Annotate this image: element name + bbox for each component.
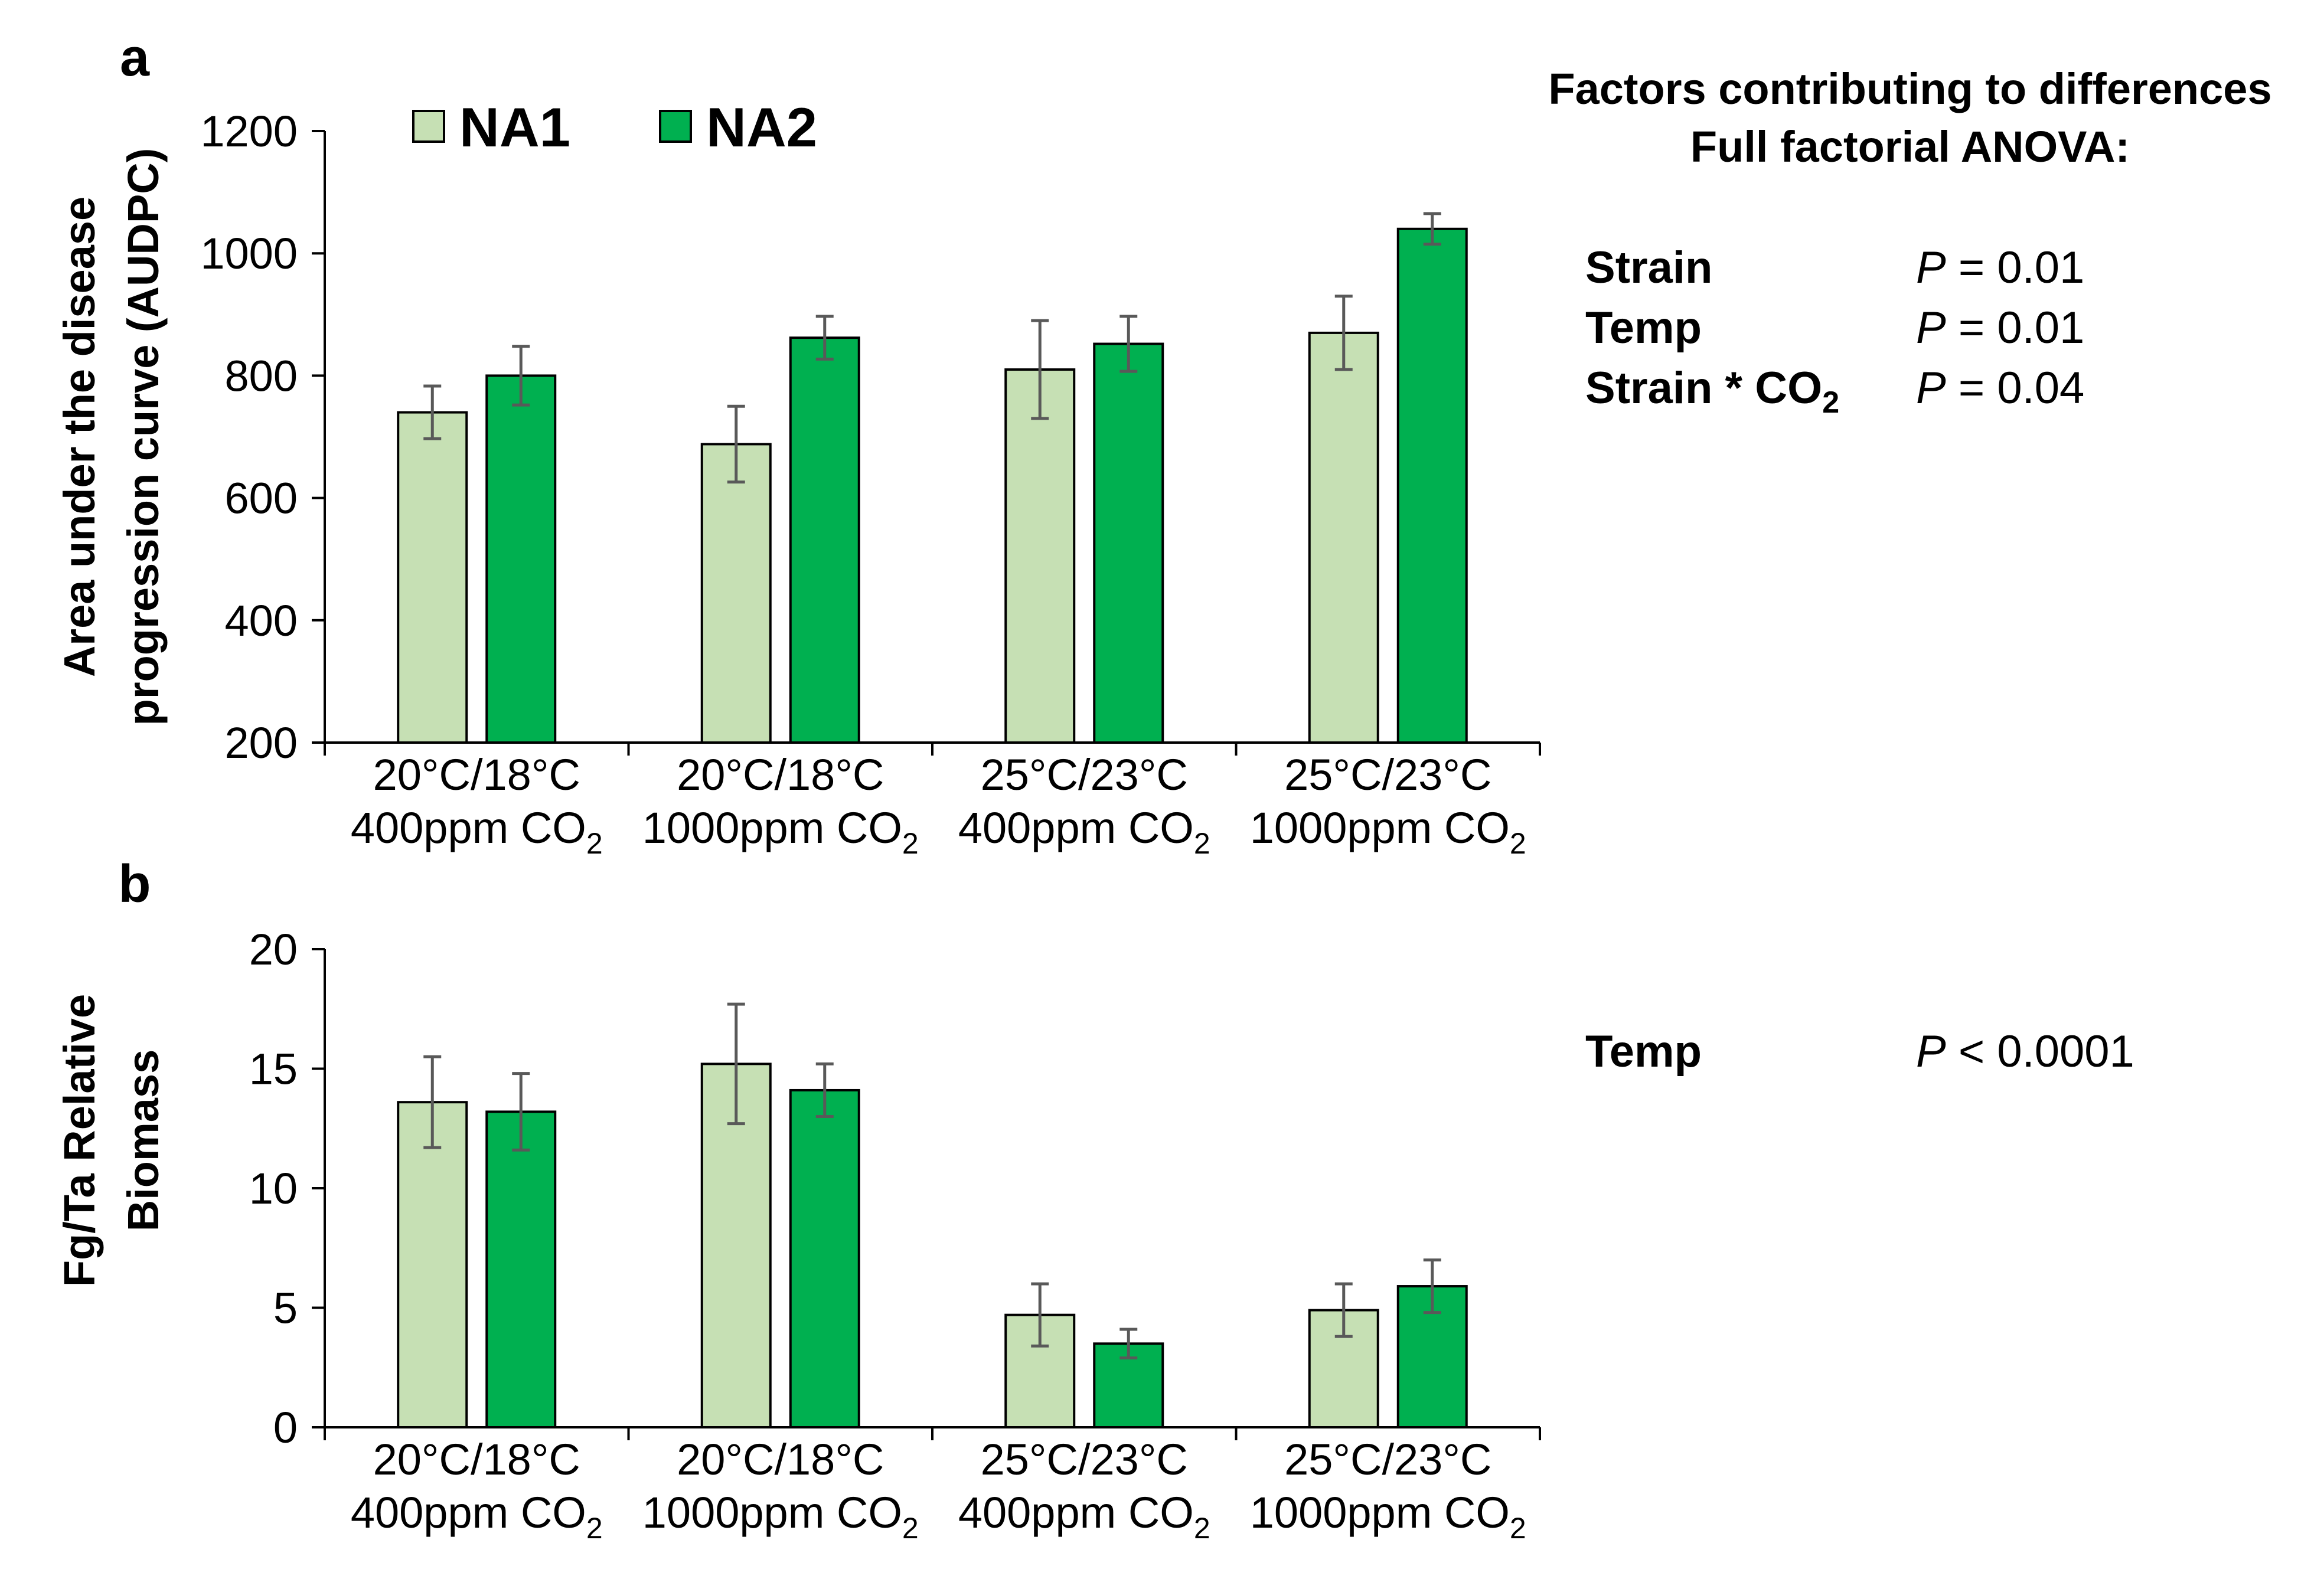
x-category-label-line1: 25°C/23°C: [981, 750, 1188, 799]
x-category-label-line1: 25°C/23°C: [1284, 750, 1491, 799]
anova-p-value: P < 0.0001: [1916, 1026, 2134, 1077]
y-tick-label: 15: [249, 1045, 298, 1094]
y-tick-label: 0: [273, 1403, 298, 1452]
x-category-label-line2: 400ppm CO2: [958, 803, 1210, 860]
anova-title-line1: Factors contributing to differences: [1548, 64, 2272, 113]
y-tick-label: 400: [225, 596, 298, 645]
anova-factor-label: Strain * CO2: [1585, 363, 1840, 420]
y-tick-label: 5: [273, 1284, 298, 1333]
bar-na1: [1308, 331, 1379, 744]
y-axis-label-line: Biomass: [119, 1050, 168, 1231]
y-tick-label: 600: [225, 474, 298, 523]
panel-label-b: b: [119, 855, 151, 914]
anova-p-value: P = 0.04: [1916, 363, 2085, 413]
x-category-label-line2: 1000ppm CO2: [1250, 1488, 1526, 1545]
y-axis-label-line: Area under the disease: [55, 197, 104, 677]
bar-na1: [397, 1101, 468, 1428]
y-axis-label-line: Fg/Ta Relative: [55, 994, 104, 1287]
legend-swatch-na2: [659, 110, 692, 143]
bar-na2: [1396, 227, 1468, 744]
y-tick-label: 1000: [200, 229, 298, 278]
x-category-label-line1: 20°C/18°C: [677, 750, 884, 799]
legend-swatch-na1: [412, 110, 445, 143]
x-category-label-line2: 400ppm CO2: [351, 803, 603, 860]
x-category-label-line1: 25°C/23°C: [1284, 1435, 1491, 1484]
x-category-label-line2: 400ppm CO2: [351, 1488, 603, 1545]
y-tick-label: 10: [249, 1164, 298, 1213]
y-tick-label: 20: [249, 925, 298, 974]
bar-na2: [485, 374, 557, 744]
y-tick-label: 800: [225, 351, 298, 400]
y-tick-label: 200: [225, 718, 298, 767]
legend-label-na1: NA1: [459, 96, 570, 158]
x-category-label-line2: 1000ppm CO2: [642, 803, 919, 860]
bar-na2: [789, 336, 860, 744]
bar-na2: [485, 1110, 557, 1428]
anova-factor-label: Temp: [1585, 1026, 1702, 1077]
anova-p-value: P = 0.01: [1916, 303, 2085, 353]
bar-na2: [1093, 342, 1164, 744]
bar-na1: [1004, 368, 1076, 744]
x-category-label-line2: 1000ppm CO2: [1250, 803, 1526, 860]
anova-title-line2: Full factorial ANOVA:: [1690, 122, 2130, 171]
y-axis-label-line: progression curve (AUDPC): [119, 148, 168, 726]
bar-na2: [789, 1088, 860, 1428]
x-category-label-line1: 20°C/18°C: [677, 1435, 884, 1484]
bar-na1: [700, 1063, 772, 1428]
anova-p-value: P = 0.01: [1916, 243, 2085, 293]
bar-na1: [700, 443, 772, 744]
bar-na1: [397, 411, 468, 744]
legend-label-na2: NA2: [706, 96, 817, 158]
x-category-label-line1: 25°C/23°C: [981, 1435, 1188, 1484]
x-category-label-line1: 20°C/18°C: [373, 750, 580, 799]
y-tick-label: 1200: [200, 107, 298, 156]
anova-factor-label: Temp: [1585, 303, 1702, 353]
x-category-label-line1: 20°C/18°C: [373, 1435, 580, 1484]
panel-label-a: a: [120, 28, 150, 87]
x-category-label-line2: 400ppm CO2: [958, 1488, 1210, 1545]
anova-factor-label: Strain: [1585, 243, 1713, 293]
x-category-label-line2: 1000ppm CO2: [642, 1488, 919, 1545]
